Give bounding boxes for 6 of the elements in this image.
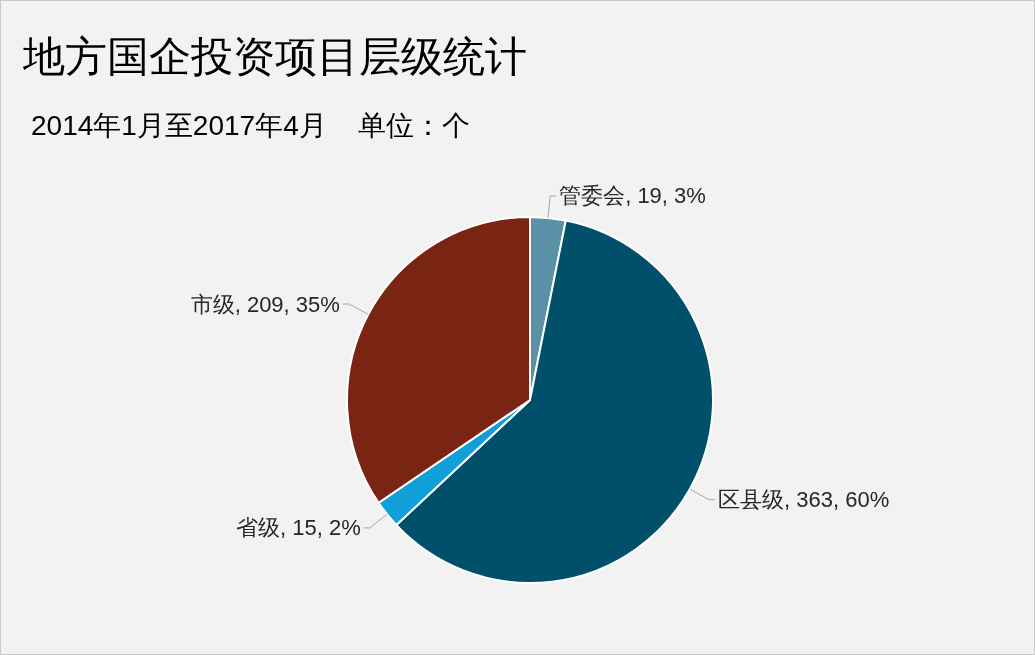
chart-subtitle: 2014年1月至2017年4月 单位：个 xyxy=(31,109,470,143)
slice-label: 管委会, 19, 3% xyxy=(559,183,706,209)
slice-label: 省级, 15, 2% xyxy=(236,515,361,541)
slice-label: 区县级, 363, 60% xyxy=(718,487,890,513)
chart-title: 地方国企投资项目层级统计 xyxy=(23,32,527,82)
slice-label: 市级, 209, 35% xyxy=(190,291,340,317)
